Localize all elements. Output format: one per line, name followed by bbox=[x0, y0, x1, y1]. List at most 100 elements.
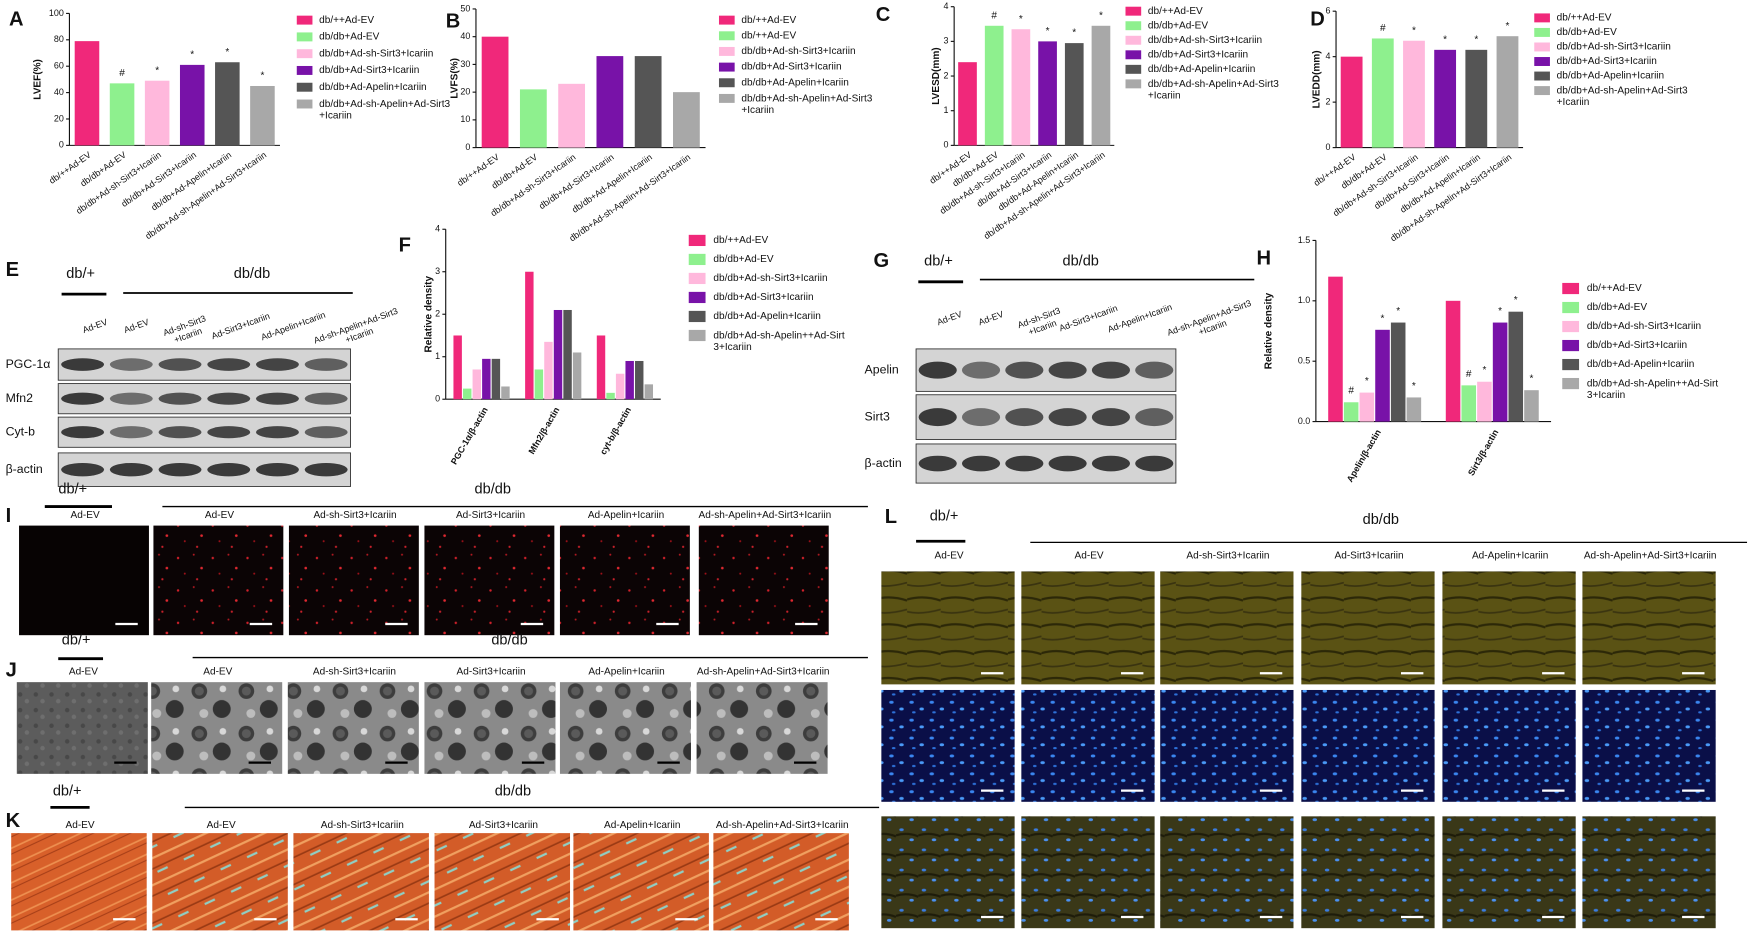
condition-label: Ad-sh-Sirt3+Icariin bbox=[321, 820, 404, 831]
bar bbox=[596, 335, 606, 400]
blot-band bbox=[918, 361, 957, 379]
row-label: PGC-1α bbox=[6, 357, 51, 371]
legend-label: db/++Ad-EV bbox=[713, 235, 768, 246]
y-tick-label: 3 bbox=[435, 266, 440, 276]
bar bbox=[615, 373, 625, 400]
y-tick-label: 80 bbox=[54, 34, 64, 44]
lane-label: Ad-EV bbox=[936, 309, 964, 327]
legend-swatch bbox=[1562, 320, 1580, 333]
blot-band bbox=[158, 358, 202, 371]
group-label: db/db bbox=[1363, 512, 1399, 528]
bar bbox=[1371, 38, 1394, 148]
legend-label: db/db+Ad-sh-Apelin++Ad-Sirt 3+Icariin bbox=[1587, 378, 1718, 401]
x-tick-label: Apelin/β-actin bbox=[1345, 428, 1383, 484]
legend-label: db/db+Ad-Apelin+Icariin bbox=[1148, 64, 1255, 75]
bar bbox=[1477, 381, 1492, 422]
blot-band bbox=[109, 392, 153, 405]
micrograph bbox=[288, 525, 419, 636]
y-tick-label: 0.5 bbox=[1298, 356, 1310, 366]
legend-label: db/db+Ad-Apelin+Icariin bbox=[713, 311, 820, 322]
bar bbox=[1038, 41, 1057, 146]
group-label: db/db bbox=[1063, 254, 1099, 270]
micrograph bbox=[424, 682, 556, 774]
bar bbox=[596, 56, 624, 148]
micrograph bbox=[1301, 689, 1435, 802]
significance-marker: * bbox=[1482, 365, 1486, 376]
micrograph bbox=[1301, 571, 1435, 685]
bar bbox=[472, 369, 481, 400]
legend-label: db/db+Ad-Apelin+Icariin bbox=[319, 82, 426, 93]
legend-swatch bbox=[688, 291, 706, 304]
legend-label: db/db+Ad-Sirt3+Icariin bbox=[713, 292, 813, 303]
panel-label: J bbox=[6, 659, 17, 681]
lane-label: Ad-sh-Apelin+Ad-Sirt3+Icariin bbox=[1166, 298, 1256, 347]
legend-swatch bbox=[688, 329, 706, 342]
legend-swatch bbox=[1562, 377, 1580, 390]
legend-label: db/db+Ad-sh-Sirt3+Icariin bbox=[1587, 321, 1701, 332]
bar bbox=[1091, 25, 1111, 146]
bar bbox=[635, 360, 644, 400]
bar bbox=[606, 392, 615, 400]
condition-label: Ad-Sirt3+Icariin bbox=[456, 510, 525, 521]
blot-band bbox=[1091, 361, 1130, 379]
bar bbox=[250, 85, 275, 146]
bar bbox=[553, 309, 563, 400]
condition-label: Ad-EV bbox=[1075, 550, 1104, 561]
x-tick-label: PGC-1α/β-actin bbox=[449, 405, 490, 466]
bar bbox=[519, 89, 547, 148]
legend-swatch bbox=[1534, 71, 1550, 81]
blot-strip bbox=[915, 394, 1177, 440]
group-label: db/db bbox=[234, 266, 270, 282]
blot-band bbox=[158, 392, 202, 405]
group-label: db/+ bbox=[66, 266, 95, 282]
significance-marker: * bbox=[190, 49, 194, 60]
bar bbox=[1434, 49, 1457, 148]
bar bbox=[984, 25, 1004, 146]
bar bbox=[109, 83, 135, 146]
legend-swatch bbox=[1534, 86, 1550, 96]
x-tick-label: Mfn2/β-actin bbox=[526, 405, 561, 456]
blot-band bbox=[1091, 408, 1130, 427]
blot-band bbox=[109, 462, 153, 477]
y-axis-label: LVEDD(mm) bbox=[1312, 50, 1323, 108]
bar bbox=[1359, 392, 1375, 422]
significance-marker: * bbox=[1396, 306, 1400, 317]
micrograph bbox=[1582, 571, 1716, 685]
blot-band bbox=[1135, 455, 1174, 472]
micrograph bbox=[881, 816, 1015, 929]
blot-strip bbox=[57, 416, 351, 448]
legend-swatch bbox=[1534, 27, 1550, 37]
significance-marker: * bbox=[155, 65, 159, 76]
bar bbox=[179, 64, 205, 146]
panel-label: L bbox=[885, 506, 897, 528]
legend-swatch bbox=[1562, 282, 1580, 295]
significance-marker: * bbox=[1474, 34, 1478, 45]
blot-band bbox=[61, 462, 105, 477]
bar bbox=[1508, 311, 1524, 422]
condition-label: Ad-EV bbox=[71, 510, 100, 521]
micrograph bbox=[881, 689, 1015, 802]
legend-label: db/db+Ad-Sirt3+Icariin bbox=[1587, 340, 1687, 351]
legend-label: db/db+Ad-EV bbox=[1557, 27, 1617, 38]
micrograph bbox=[1301, 816, 1435, 929]
micrograph bbox=[1442, 816, 1576, 929]
bar bbox=[563, 309, 572, 400]
micrograph bbox=[1021, 689, 1155, 802]
significance-marker: * bbox=[260, 71, 264, 82]
legend-label: db/db+Ad-sh-Apelin++Ad-Sirt 3+Icariin bbox=[713, 330, 844, 353]
y-axis-label: LVFS(%) bbox=[449, 58, 460, 99]
micrograph bbox=[1442, 689, 1576, 802]
significance-marker: * bbox=[1381, 313, 1385, 324]
blot-band bbox=[1005, 361, 1044, 379]
micrograph bbox=[559, 525, 690, 636]
legend-label: db/db+Ad-sh-Sirt3+Icariin bbox=[319, 48, 433, 59]
y-tick-label: 1 bbox=[944, 105, 949, 115]
blot-band bbox=[109, 358, 153, 371]
group-label: db/+ bbox=[62, 633, 91, 649]
bar bbox=[634, 56, 662, 148]
bar bbox=[1461, 385, 1477, 422]
significance-marker: * bbox=[1443, 34, 1447, 45]
condition-label: Ad-Sirt3+Icariin bbox=[469, 820, 538, 831]
panel-label: K bbox=[6, 810, 21, 832]
significance-marker: # bbox=[991, 10, 997, 21]
